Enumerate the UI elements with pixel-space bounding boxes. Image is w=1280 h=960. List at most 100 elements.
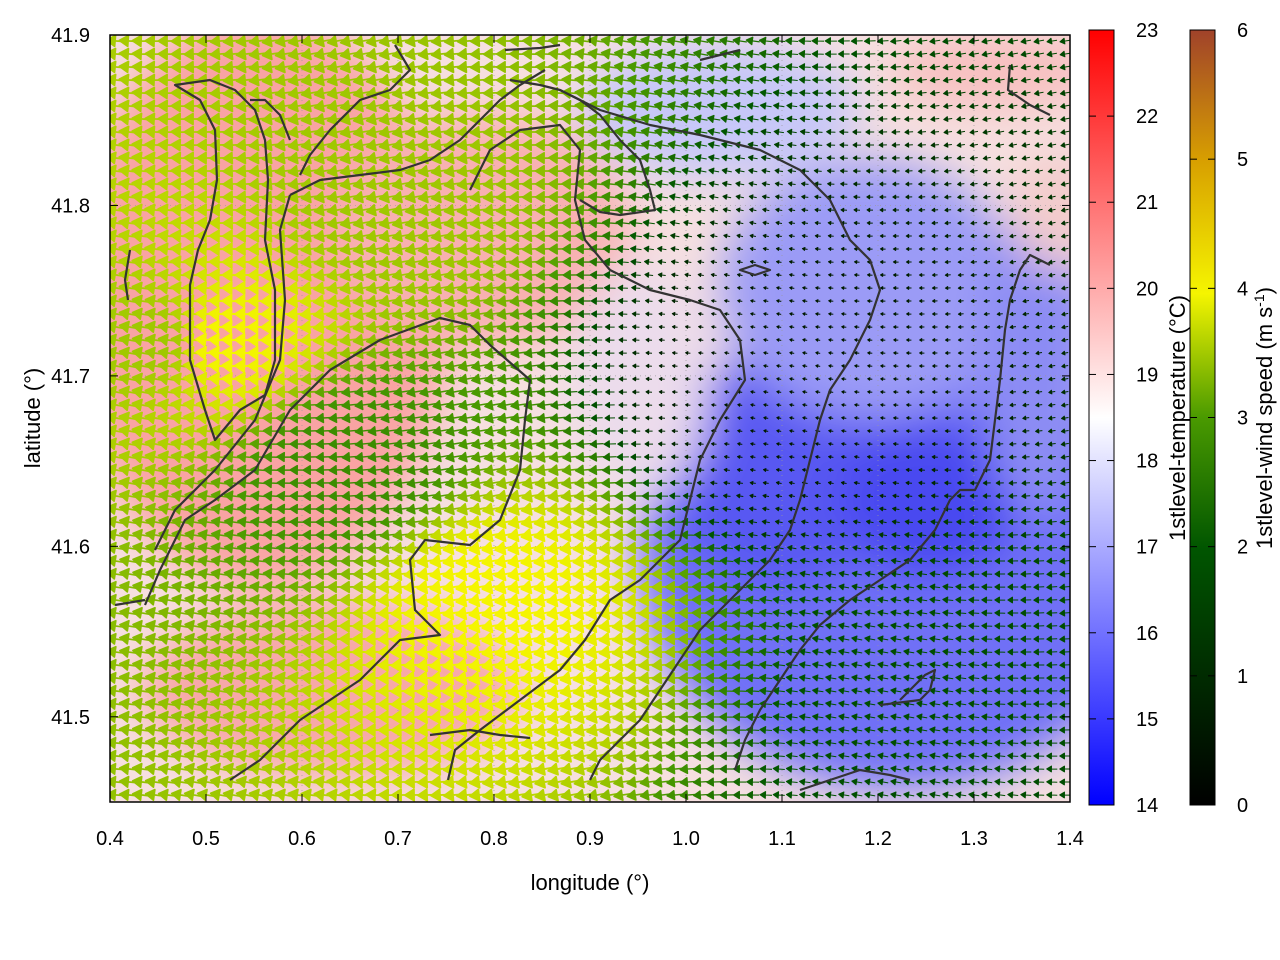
wind-arrow: [708, 180, 719, 188]
wind-arrow: [802, 312, 808, 316]
wind-arrow: [892, 455, 899, 459]
wind-arrow: [671, 454, 679, 460]
wind-arrow: [994, 37, 1006, 45]
wind-arrow: [618, 376, 627, 382]
wind-arrow: [1009, 311, 1016, 317]
wind-arrow: [969, 142, 978, 148]
wind-arrow: [812, 557, 823, 564]
wind-arrow: [890, 50, 902, 58]
wind-arrow: [536, 348, 553, 358]
wind-arrow: [854, 299, 860, 303]
wind-arrow: [801, 194, 809, 200]
wind-arrow: [968, 557, 980, 565]
wind-arrow: [419, 386, 437, 398]
wind-arrow: [955, 50, 967, 58]
wind-arrow: [837, 37, 850, 45]
wind-arrow: [799, 115, 810, 123]
wind-arrow: [602, 452, 617, 462]
wind-arrow: [864, 63, 876, 71]
wind-arrow: [763, 416, 769, 420]
wind-arrow: [788, 481, 795, 485]
wind-arrow: [563, 322, 578, 332]
wind-arrow: [655, 492, 669, 500]
wind-arrow: [879, 194, 887, 200]
wind-arrow: [1007, 583, 1019, 591]
wind-arrow: [1007, 544, 1018, 552]
wind-arrow: [944, 467, 952, 473]
wind-arrow: [970, 454, 978, 460]
wind-arrow: [708, 518, 720, 526]
wind-arrow: [983, 364, 990, 368]
wind-arrow: [970, 441, 977, 447]
wind-arrow: [776, 468, 782, 472]
wind-arrow: [627, 35, 645, 47]
wind-arrow: [1021, 155, 1030, 161]
wind-arrow: [432, 451, 449, 463]
wind-arrow: [877, 583, 889, 591]
wind-arrow: [969, 480, 978, 486]
wind-arrow: [1061, 298, 1069, 304]
wind-arrow: [789, 299, 795, 303]
wind-arrow: [854, 312, 860, 316]
wind-arrow: [708, 154, 720, 162]
wind-arrow: [814, 506, 822, 512]
wind-arrow: [1009, 207, 1017, 213]
wind-arrow: [737, 442, 743, 446]
wind-arrow: [762, 233, 769, 238]
wind-arrow: [775, 506, 783, 512]
wind-arrow: [776, 286, 782, 290]
colorbar-tick-label: 15: [1136, 709, 1158, 731]
wind-arrow: [880, 338, 886, 342]
wind-arrow: [615, 218, 630, 228]
wind-arrow: [956, 116, 966, 122]
wind-arrow: [655, 193, 669, 201]
wind-arrow: [827, 234, 834, 238]
wind-arrow: [828, 377, 834, 381]
wind-arrow: [827, 493, 834, 498]
wind-arrow: [919, 429, 925, 433]
wind-arrow: [672, 377, 678, 381]
wind-arrow: [640, 48, 658, 60]
wind-arrow: [1022, 246, 1030, 252]
wind-arrow: [380, 452, 397, 463]
wind-arrow: [681, 140, 695, 149]
wind-arrow: [828, 442, 834, 446]
wind-arrow: [931, 273, 938, 277]
wind-arrow: [851, 63, 863, 71]
wind-arrow: [641, 153, 657, 163]
wind-arrow: [828, 260, 834, 264]
wind-arrow: [445, 412, 463, 424]
wind-arrow: [1035, 428, 1043, 434]
wind-arrow: [828, 325, 834, 329]
wind-arrow: [776, 442, 782, 446]
wind-arrow: [1047, 168, 1056, 174]
wind-arrow: [944, 441, 951, 447]
wind-arrows: [110, 35, 1070, 802]
wind-arrow: [930, 155, 939, 161]
wind-arrow: [737, 286, 743, 290]
wind-arrow: [931, 168, 939, 174]
wind-arrow: [799, 128, 810, 135]
wind-arrow: [577, 349, 590, 357]
wind-arrow: [536, 387, 553, 397]
wind-arrow: [667, 517, 682, 527]
wind-arrow: [892, 181, 900, 187]
wind-arrow: [723, 493, 731, 499]
x-tick-label: 0.6: [288, 828, 316, 850]
wind-arrow: [996, 194, 1004, 200]
wind-arrow: [1008, 506, 1018, 512]
wind-arrow: [879, 181, 887, 187]
wind-arrow: [891, 103, 901, 109]
wind-arrow: [654, 140, 670, 150]
wind-arrow: [536, 413, 553, 424]
wind-arrow: [826, 142, 836, 148]
wind-arrow: [682, 180, 694, 188]
wind-arrow: [380, 413, 397, 424]
wind-arrow: [982, 116, 992, 122]
wind-arrow: [720, 128, 733, 136]
wind-arrow: [799, 570, 811, 578]
wind-arrow: [680, 530, 695, 540]
wind-arrow: [603, 271, 617, 279]
wind-arrow: [1034, 155, 1043, 161]
wind-arrow: [724, 325, 730, 329]
